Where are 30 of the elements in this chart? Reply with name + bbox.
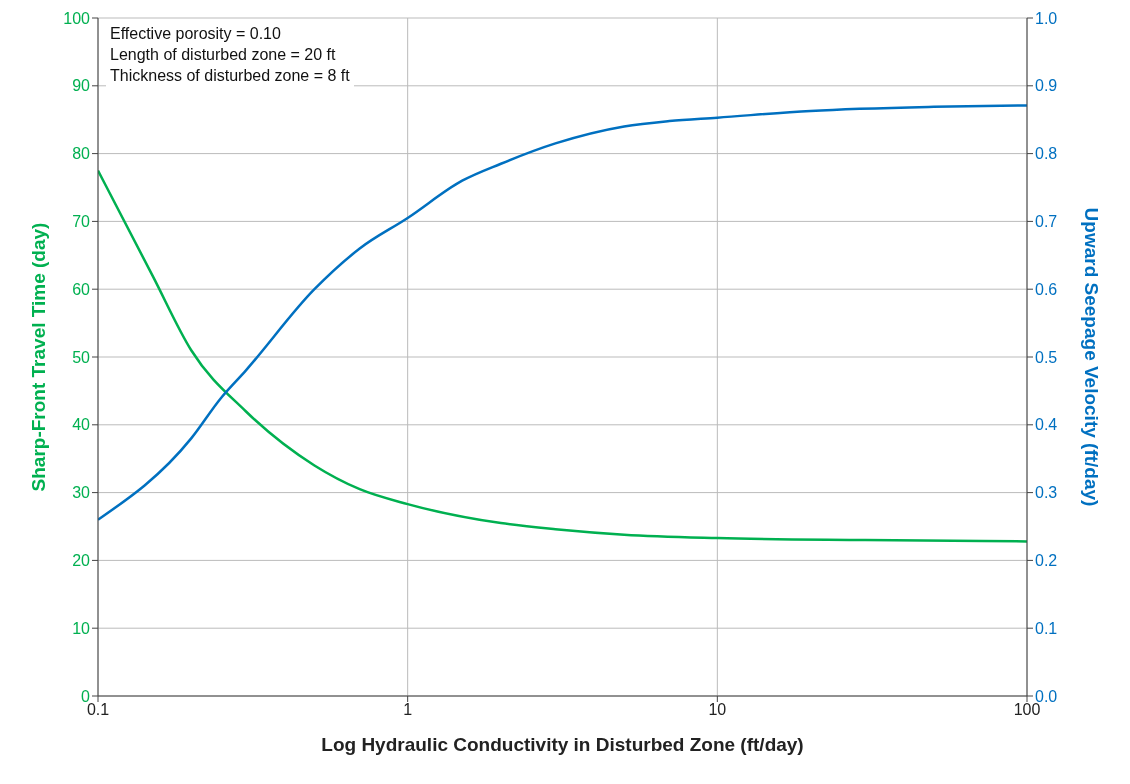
y-tick-label: 90 [72, 77, 91, 95]
y2-tick-label: 0.9 [1035, 77, 1058, 95]
x-tick-label: 100 [1013, 701, 1041, 719]
x-tick-label: 0.1 [86, 701, 110, 719]
annotation: Length of disturbed zone = 20 ft [110, 45, 337, 65]
x-tick-label: 1 [403, 701, 413, 719]
y-tick-label: 70 [72, 213, 91, 231]
y-tick-label: 10 [72, 619, 91, 637]
y-tick-label: 20 [72, 552, 91, 570]
y-tick-label: 60 [72, 280, 91, 298]
y2-tick-label: 0.6 [1035, 280, 1058, 298]
y2-tick-label: 0.1 [1035, 619, 1058, 637]
y-tick-label: 30 [72, 484, 91, 502]
y-tick-label: 40 [72, 416, 91, 434]
annotation: Effective porosity = 0.10 [110, 24, 282, 44]
y2-tick-label: 0.8 [1035, 145, 1058, 163]
y2-tick-label: 0.5 [1035, 348, 1058, 366]
y2-tick-label: 0.4 [1035, 416, 1058, 434]
y2-tick-label: 0.7 [1035, 213, 1058, 231]
y-tick-label: 80 [72, 145, 91, 163]
y-tick-label: 50 [72, 348, 91, 366]
y2-tick-label: 1.0 [1035, 9, 1058, 27]
x-tick-label: 10 [708, 701, 727, 719]
annotation: Thickness of disturbed zone = 8 ft [110, 66, 350, 86]
y2-tick-label: 0.2 [1035, 552, 1058, 570]
y-tick-label: 100 [63, 9, 91, 27]
y2-axis-title: Upward Seepage Velocity (ft/day) [1081, 207, 1103, 507]
y2-tick-label: 0.3 [1035, 484, 1058, 502]
y-axis-title: Sharp-Front Travel Time (day) [27, 222, 49, 492]
x-axis-title: Log Hydraulic Conductivity in Disturbed Zone (ft/day) [321, 734, 804, 755]
